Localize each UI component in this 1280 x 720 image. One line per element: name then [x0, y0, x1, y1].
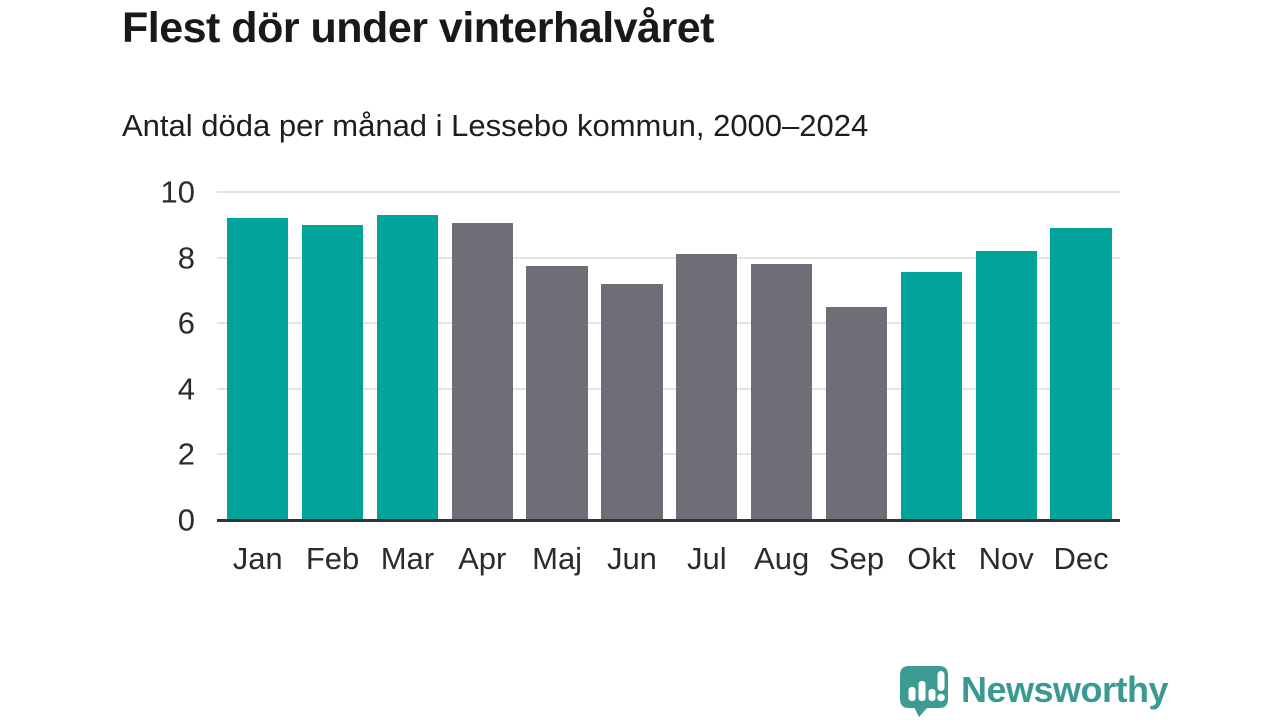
chart-title: Flest dör under vinterhalvåret [122, 4, 714, 52]
y-axis-labels: 0 2 4 6 8 10 [100, 177, 195, 536]
chart-subtitle: Antal döda per månad i Lessebo kommun, 2… [122, 108, 869, 143]
y-tick-label-10: 10 [160, 174, 195, 210]
x-axis-labels: Jan Feb Mar Apr Maj Jun Jul Aug Sep Okt Nov Dec [217, 540, 1120, 584]
gridline-y-2 [217, 453, 1120, 456]
y-tick-label-0: 0 [177, 502, 195, 538]
newsworthy-logo-icon [900, 666, 948, 717]
plot-area [217, 191, 1120, 520]
x-tick-label-jul: Jul [686, 541, 727, 576]
x-axis-line [217, 519, 1120, 522]
bar-apr [451, 223, 513, 520]
gridline-y-10 [217, 191, 1120, 193]
bar-maj [526, 265, 588, 520]
bar-jul [676, 254, 738, 520]
bar-okt [900, 272, 963, 520]
bar-feb [301, 224, 364, 520]
x-tick-label-mar: Mar [380, 541, 435, 576]
bar-aug [750, 264, 813, 520]
x-tick-label-jan: Jan [232, 541, 283, 576]
x-tick-label-dec: Dec [1053, 541, 1109, 576]
bar-mar [376, 214, 439, 520]
x-tick-label-okt: Okt [907, 541, 956, 576]
x-tick-label-sep: Sep [828, 541, 885, 576]
gridline-y-8 [217, 256, 1120, 259]
gridline-y-6 [217, 322, 1120, 325]
bar-nov [975, 251, 1037, 520]
y-tick-label-4: 4 [177, 371, 195, 407]
brand-name: Newsworthy [961, 669, 1169, 710]
x-tick-label-feb: Feb [305, 541, 360, 576]
y-tick-label-8: 8 [177, 240, 195, 276]
x-tick-label-nov: Nov [978, 541, 1034, 576]
y-tick-label-6: 6 [177, 305, 195, 341]
y-tick-label-2: 2 [177, 436, 195, 472]
x-tick-label-jun: Jun [606, 541, 657, 576]
gridline-y-4 [217, 387, 1120, 390]
bar-jun [601, 283, 663, 520]
brand-footer: Newsworthy [897, 663, 1169, 717]
bar-sep [825, 306, 888, 520]
x-tick-label-apr: Apr [458, 541, 507, 576]
x-tick-label-maj: Maj [532, 541, 583, 576]
bar-jan [227, 218, 289, 520]
bar-dec [1050, 228, 1112, 520]
x-tick-label-aug: Aug [754, 541, 810, 576]
